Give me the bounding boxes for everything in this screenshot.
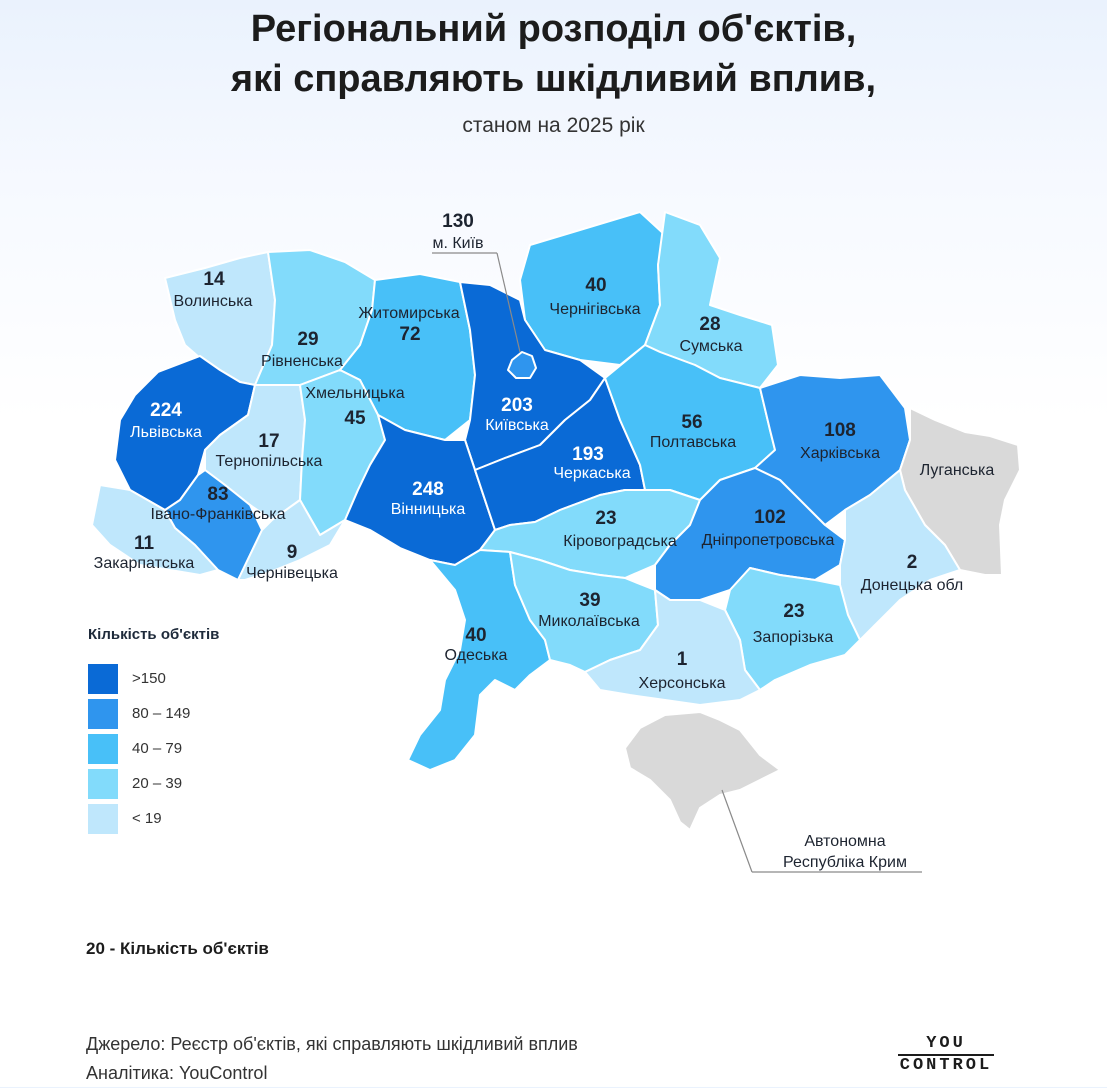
value-rivnenska: 29 (297, 329, 318, 350)
region-donetska[interactable] (839, 469, 961, 641)
legend-swatch (88, 698, 118, 729)
legend-label: < 19 (132, 810, 162, 827)
label-odeska: Одеська (445, 647, 508, 664)
label-crimea-line-2: Республіка Крим (783, 854, 907, 871)
label-poltavska: Полтавська (650, 434, 736, 451)
label-volynska: Волинська (174, 293, 253, 310)
region-zakarpatska[interactable] (91, 484, 219, 576)
kyiv-leader-line-2 (496, 252, 521, 353)
label-lvivska: Львівська (130, 424, 202, 441)
value-zakarpatska: 11 (134, 533, 155, 554)
label-khersonska: Херсонська (639, 675, 726, 692)
region-crimea[interactable] (624, 711, 781, 831)
value-zhytomyrska: 72 (399, 324, 420, 345)
legend-label: >150 (132, 670, 166, 687)
value-ternopilska: 17 (258, 431, 279, 452)
legend-swatch (88, 733, 118, 764)
value-kirovohradska: 23 (595, 508, 616, 529)
label-sumska: Сумська (680, 338, 743, 355)
value-donetska: 2 (907, 552, 918, 573)
label-khmelnytska: Хмельницька (305, 385, 404, 402)
title-line-1: Регіональний розподіл об'єктів, (250, 8, 857, 50)
legend-swatch (88, 663, 118, 694)
analytics-line: Аналітика: YouControl (86, 1063, 268, 1083)
label-kyiv-city: м. Київ (432, 235, 483, 252)
legend-label: 80 – 149 (132, 705, 191, 722)
value-kharkivska: 108 (824, 420, 856, 441)
label-luhanska: Луганська (920, 462, 995, 479)
region-kyiv-city[interactable] (507, 351, 537, 379)
region-chernivetska[interactable] (237, 499, 346, 581)
subtitle: станом на 2025 рік (462, 114, 645, 137)
label-rivnenska: Рівненська (261, 353, 343, 370)
legend-item: >150 (88, 661, 219, 696)
value-kyiv-city: 130 (442, 211, 474, 232)
label-mykolaivska: Миколаївська (538, 613, 640, 630)
logo-text-top: YOU (926, 1034, 966, 1053)
label-kirovohradska: Кіровоградська (563, 533, 677, 550)
source-line: Джерело: Реєстр об'єктів, які справляють… (86, 1034, 578, 1054)
value-lvivska: 224 (150, 400, 182, 421)
legend-label: 40 – 79 (132, 740, 183, 757)
label-kyivska: Київська (485, 417, 549, 434)
value-zaporizka: 23 (783, 601, 804, 622)
label-zhytomyrska: Житомирська (358, 305, 459, 322)
source-block: Джерело: Реєстр об'єктів, які справляють… (86, 1030, 578, 1088)
logo-rule (898, 1054, 994, 1056)
legend-item: < 19 (88, 801, 219, 836)
label-crimea-line-1: Автономна (804, 833, 885, 850)
region-lvivska[interactable] (114, 355, 256, 511)
legend-item: 40 – 79 (88, 731, 219, 766)
value-volynska: 14 (203, 269, 225, 290)
label-cherkaska: Черкаська (553, 465, 630, 482)
value-odeska: 40 (465, 625, 486, 646)
value-note: 20 - Кількість об'єктів (86, 939, 269, 958)
value-dnipropetrovska: 102 (754, 507, 786, 528)
legend-swatch (88, 768, 118, 799)
label-donetska: Донецька обл (861, 577, 964, 594)
value-chernivetska: 9 (287, 542, 298, 563)
page-title: Регіональний розподіл об'єктів, які спра… (0, 4, 1107, 104)
label-vinnytska: Вінницька (391, 501, 466, 518)
label-dnipropetrovska: Дніпропетровська (702, 532, 835, 549)
value-khmelnytska: 45 (344, 408, 366, 429)
legend-item: 80 – 149 (88, 696, 219, 731)
logo-text-bottom: CONTROL (899, 1056, 993, 1075)
legend-title: Кількість об'єктів (88, 626, 220, 643)
title-line-2: які справляють шкідливий вплив, (230, 58, 877, 100)
value-kyivska: 203 (501, 395, 533, 416)
value-vinnytska: 248 (412, 479, 444, 500)
value-poltavska: 56 (681, 412, 702, 433)
value-khersonska: 1 (677, 649, 688, 670)
label-zakarpatska: Закарпатська (94, 555, 195, 572)
label-chernivetska: Чернівецька (246, 565, 338, 582)
label-kharkivska: Харківська (800, 445, 880, 462)
label-chernihivska: Чернігівська (549, 301, 640, 318)
label-zaporizka: Запорізька (753, 629, 834, 646)
legend: Кількість об'єктів >150 80 – 149 40 – 79… (88, 626, 219, 836)
youcontrol-logo: YOU CONTROL (898, 1035, 994, 1075)
value-cherkaska: 193 (572, 444, 604, 465)
value-sumska: 28 (699, 314, 720, 335)
legend-item: 20 – 39 (88, 766, 219, 801)
legend-swatch (88, 803, 118, 834)
crimea-leader-line (721, 789, 753, 873)
value-mykolaivska: 39 (579, 590, 600, 611)
label-ternopilska: Тернопільська (216, 453, 323, 470)
region-khersonska[interactable] (584, 589, 761, 706)
value-chernihivska: 40 (585, 275, 606, 296)
value-ivano-frankivska: 83 (207, 484, 228, 505)
legend-label: 20 – 39 (132, 775, 183, 792)
label-ivano-frankivska: Івано-Франківська (151, 506, 286, 523)
